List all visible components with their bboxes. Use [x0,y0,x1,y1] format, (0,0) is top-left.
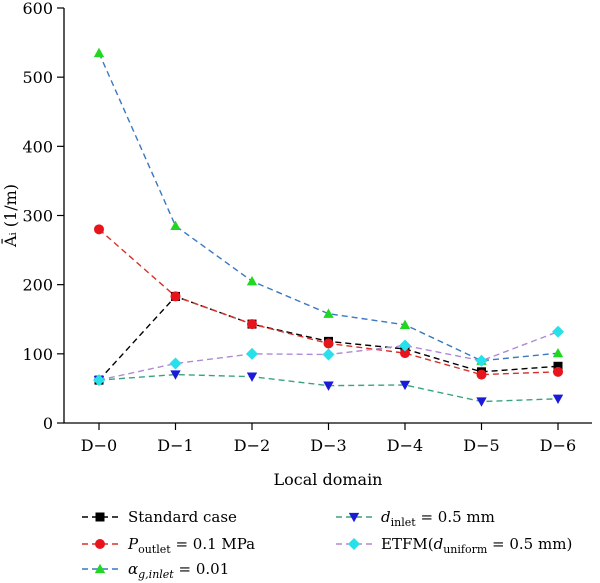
data-point-s2-1 [170,220,181,231]
y-axis-title: Āᵢ (1/m) [0,184,20,248]
data-point-s1-3 [323,338,334,349]
x-tick-label-5: D−5 [463,436,499,455]
series-markers [93,47,564,407]
y-tick-label-300: 300 [22,207,53,226]
data-point-s1-1 [170,291,181,302]
data-point-s1-0 [94,224,104,235]
data-point-s2-0 [93,47,105,58]
x-axis-title: Local domain [274,470,383,489]
y-tick-label-0: 0 [43,414,53,433]
x-tick-label-4: D−4 [387,436,423,455]
legend-label-alpha-g-inlet: αg,inlet = 0.01 [128,560,229,581]
legend-label-d-inlet: dinlet = 0.5 mm [381,508,495,529]
axis-frame [63,8,592,424]
data-point-s2-4 [399,319,411,329]
y-tick-label-600: 600 [22,0,53,18]
data-point-s3-5 [476,397,487,407]
y-tick-label-100: 100 [22,345,53,364]
legend-marker-2 [94,563,106,574]
data-point-s1-4 [400,348,410,359]
legend-label-p-outlet: Poutlet = 0.1 MPa [127,535,255,556]
legend-marker-3 [348,512,360,523]
data-point-s0-6 [553,361,563,371]
data-point-s4-4 [399,339,411,352]
y-tick-label-400: 400 [22,137,53,156]
data-point-s4-1 [169,357,182,370]
data-point-s4-2 [246,347,258,360]
data-point-s3-4 [399,380,411,391]
data-point-s3-6 [552,394,564,404]
x-tick-label-3: D−3 [310,436,346,455]
legend-label-standard-case: Standard case [128,508,237,526]
data-point-s1-6 [553,366,563,377]
x-tick-label-6: D−6 [540,436,576,455]
axes: 0 100 200 300 400 500 600 D−0 D−1 D−2 D−3 D−4 D−5 D−6… [0,0,592,489]
data-point-s3-1 [170,370,181,380]
data-point-s1-5 [476,369,487,380]
legend-marker-1 [95,539,105,549]
legend: Standard case Poutlet = 0.1 MPa αg,inlet… [82,508,572,581]
data-point-s4-0 [93,374,105,387]
data-point-s4-6 [552,325,564,338]
data-point-s1-2 [247,319,257,330]
x-tick-label-2: D−2 [234,436,270,455]
data-point-s4-3 [322,348,335,361]
data-point-s3-2 [246,372,258,382]
data-point-s2-6 [552,347,564,358]
x-tick-label-1: D−1 [157,436,193,455]
data-point-s2-3 [323,308,334,318]
legend-marker-0 [95,512,105,522]
y-tick-label-200: 200 [22,276,53,295]
x-tick-label-0: D−0 [81,436,117,455]
legend-label-etfm: ETFM(duniform = 0.5 mm) [381,535,572,556]
data-point-s4-5 [475,354,488,367]
data-point-s3-3 [323,381,334,391]
y-tick-label-500: 500 [22,68,53,87]
data-point-s2-2 [246,276,258,286]
legend-marker-4 [348,538,360,550]
